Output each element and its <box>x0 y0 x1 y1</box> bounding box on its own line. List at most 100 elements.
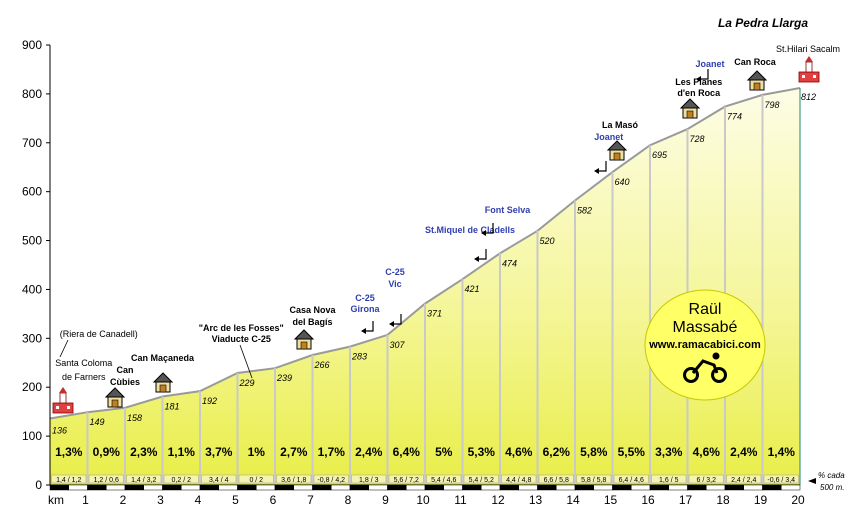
altitude-label: 307 <box>390 340 406 350</box>
segment-sub-box <box>576 474 612 484</box>
segment-sub-box <box>88 474 124 484</box>
altitude-label: 371 <box>427 309 442 319</box>
x-tick-label: 16 <box>641 493 655 507</box>
altitude-label: 728 <box>690 134 705 144</box>
segment-sub-box <box>688 474 724 484</box>
segment-grade: 5% <box>435 445 453 459</box>
scale-bar-cell <box>724 484 744 491</box>
scale-bar-cell <box>612 484 632 491</box>
place-label: "Arc de les Fosses" <box>199 323 284 333</box>
segment-sub-grade: 1,6 / 5 <box>659 477 679 484</box>
badge-website: www.ramacabici.com <box>648 339 761 351</box>
leader-line <box>239 344 253 379</box>
scale-bar-cell <box>687 484 707 491</box>
x-tick-label: 7 <box>307 493 314 507</box>
segment-sub-grade: 5,6 / 7,2 <box>394 477 419 484</box>
segment-grade: 3,3% <box>655 445 683 459</box>
town-icon <box>52 387 74 414</box>
place-label: Les Planes <box>675 77 722 87</box>
scale-bar-cell <box>143 484 163 491</box>
place-label: St.Hilari Sacalm <box>776 44 840 54</box>
x-tick-label: 8 <box>345 493 352 507</box>
altitude-label: 181 <box>165 402 180 412</box>
segment-sub-box <box>276 474 312 484</box>
altitude-label: 421 <box>465 284 480 294</box>
x-tick-label: 19 <box>754 493 768 507</box>
segment-sub-grade: 0 / 2 <box>249 477 263 484</box>
scale-bar-cell <box>181 484 201 491</box>
segment-sub-grade: -0,8 / 4,2 <box>317 477 345 484</box>
scale-bar-cell <box>218 484 238 491</box>
segment-sub-box <box>538 474 574 484</box>
altitude-label: 695 <box>652 150 668 160</box>
y-tick-label: 400 <box>22 282 42 296</box>
road-label: St.Miquel de Cladells <box>425 225 515 235</box>
x-tick-label: 17 <box>679 493 693 507</box>
scale-bar-cell <box>499 484 519 491</box>
road-label: Font Selva <box>485 205 532 215</box>
segment-grade: 6,4% <box>393 445 421 459</box>
cyclist-icon <box>683 352 727 383</box>
scale-bar-cell <box>462 484 482 491</box>
segment-note-line2: 500 m. <box>820 483 844 492</box>
segment-sub-box <box>201 474 237 484</box>
segment-grade: 5,3% <box>468 445 496 459</box>
scale-bar-cell <box>331 484 351 491</box>
x-tick-label: 2 <box>120 493 127 507</box>
x-tick-label: 12 <box>491 493 505 507</box>
place-label: Viaducte C-25 <box>212 334 271 344</box>
altitude-label: 474 <box>502 258 517 268</box>
segment-sub-box <box>613 474 649 484</box>
segment-sub-grade: 1,8 / 3 <box>359 477 379 484</box>
segment-sub-grade: 0,2 / 2 <box>172 477 192 484</box>
segment-sub-box <box>163 474 199 484</box>
road-arrow-icon <box>483 223 494 234</box>
x-tick-label: 3 <box>157 493 164 507</box>
y-tick-label: 700 <box>22 136 42 150</box>
altitude-label: 192 <box>202 396 217 406</box>
scale-bar-cell <box>368 484 388 491</box>
y-tick-label: 0 <box>35 478 42 492</box>
altitude-label: 158 <box>127 413 142 423</box>
segment-grade: 6,2% <box>543 445 571 459</box>
chart-title: La Pedra Llarga <box>718 16 808 30</box>
scale-bar-cell <box>124 484 144 491</box>
scale-bar-cell <box>349 484 369 491</box>
place-label: del Bagís <box>292 317 332 327</box>
segment-sub-grade: 2,4 / 2,4 <box>731 477 756 484</box>
segment-grade: 2,7% <box>280 445 308 459</box>
road-arrow-icon <box>596 161 607 172</box>
place-label: d'en Roca <box>677 88 721 98</box>
profile-line <box>49 87 801 420</box>
place-label: de Farners <box>62 372 106 382</box>
altitude-label: 520 <box>540 236 555 246</box>
y-tick-label: 200 <box>22 380 42 394</box>
segment-sub-box <box>726 474 762 484</box>
x-tick-label: 10 <box>416 493 430 507</box>
segment-sub-box <box>313 474 349 484</box>
place-label: La Masó <box>602 120 639 130</box>
segment-sub-grade: 3,6 / 1,8 <box>281 477 306 484</box>
road-arrow-head-icon <box>696 76 701 82</box>
scale-bar-cell <box>556 484 576 491</box>
scale-bar-cell <box>593 484 613 491</box>
badge-name-line2: Massabé <box>673 319 738 336</box>
place-label: Can Maçaneda <box>131 353 195 363</box>
place-label: Santa Coloma <box>55 358 112 368</box>
x-axis-title: km <box>48 493 64 507</box>
x-tick-label: 11 <box>454 493 467 507</box>
scale-bar-cell <box>68 484 88 491</box>
place-label: Casa Nova <box>289 305 336 315</box>
segment-grade: 2,4% <box>730 445 758 459</box>
segment-note-arrow <box>808 478 816 484</box>
scale-bar-cell <box>781 484 801 491</box>
altitude-label: 136 <box>52 426 67 436</box>
scale-bar-cell <box>199 484 219 491</box>
altitude-label: 812 <box>801 92 816 102</box>
x-tick-label: 13 <box>529 493 543 507</box>
road-label: C-25 <box>355 293 375 303</box>
segment-sub-grade: 6,6 / 5,8 <box>544 477 569 484</box>
road-arrow-icon <box>476 249 487 260</box>
road-label: Vic <box>388 279 401 289</box>
